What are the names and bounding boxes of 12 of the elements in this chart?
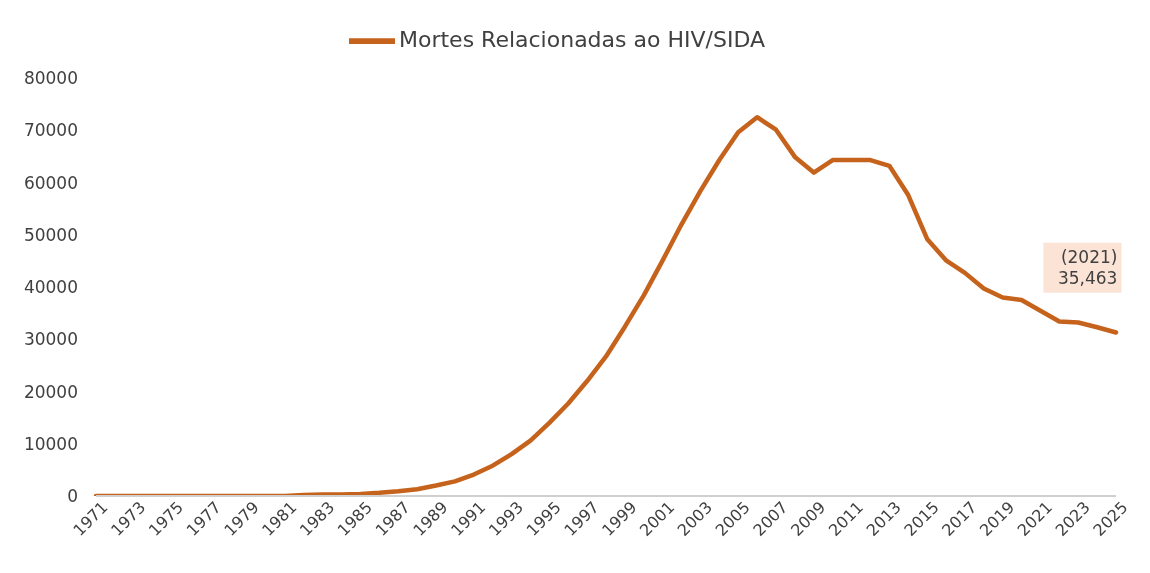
y-tick-label: 20000 xyxy=(23,381,78,402)
legend-label: Mortes Relacionadas ao HIV/SIDA xyxy=(398,27,765,52)
y-tick-label: 70000 xyxy=(23,120,78,141)
line-series xyxy=(93,114,1119,496)
annotation: (2021) 35,463 xyxy=(1057,246,1118,288)
y-tick-label: 30000 xyxy=(23,329,78,350)
y-tick-label: 0 xyxy=(67,486,78,507)
y-tick-label: 50000 xyxy=(23,224,78,245)
y-tick-label: 10000 xyxy=(23,433,78,454)
y-tick-label: 60000 xyxy=(23,172,78,193)
y-tick-label: 80000 xyxy=(23,68,78,89)
y-tick-label: 40000 xyxy=(23,277,78,298)
